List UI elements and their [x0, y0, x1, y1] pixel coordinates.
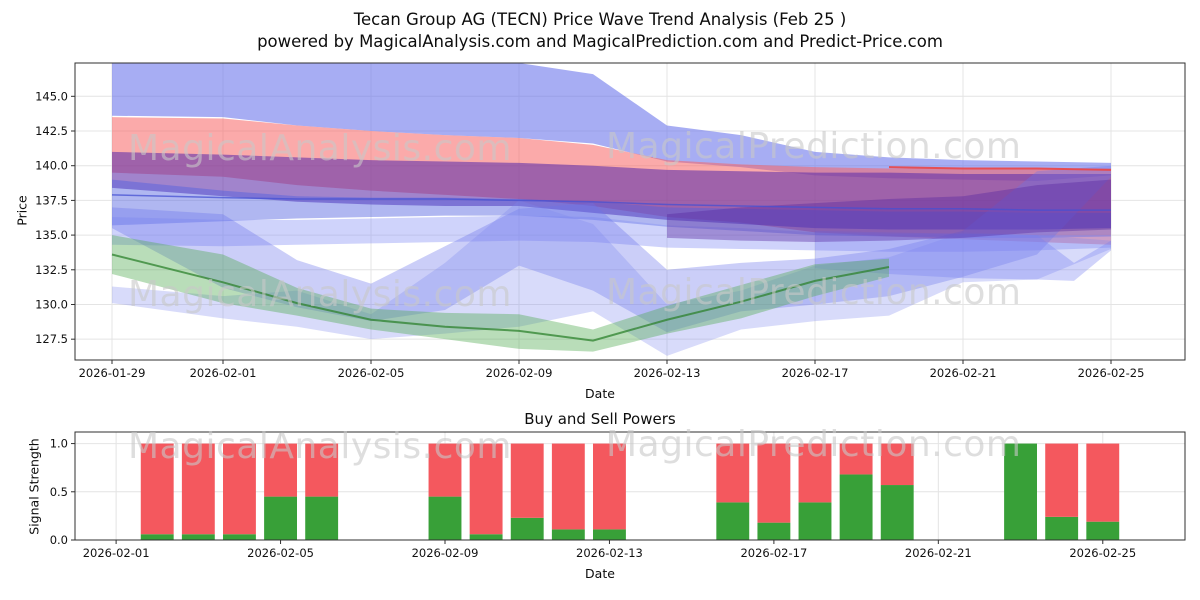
svg-text:0.0: 0.0 [50, 533, 68, 547]
svg-text:2026-02-09: 2026-02-09 [486, 366, 553, 380]
price-wave-trend-chart: 2026-01-29 2026-02-01 2026-02-05 2026-02-09… [35, 62, 1186, 380]
svg-text:1.0: 1.0 [50, 437, 68, 451]
svg-text:135.0: 135.0 [35, 228, 68, 242]
svg-text:2026-02-25: 2026-02-25 [1069, 546, 1136, 560]
svg-text:2026-02-13: 2026-02-13 [634, 366, 701, 380]
svg-text:2026-02-01: 2026-02-01 [190, 366, 257, 380]
svg-text:2026-01-29: 2026-01-29 [79, 366, 146, 380]
svg-text:2026-02-05: 2026-02-05 [338, 366, 405, 380]
svg-text:2026-02-01: 2026-02-01 [83, 546, 150, 560]
date-axis-label-main: Date [585, 386, 615, 401]
svg-text:2026-02-13: 2026-02-13 [576, 546, 643, 560]
svg-text:2026-02-21: 2026-02-21 [905, 546, 972, 560]
svg-text:142.5: 142.5 [35, 124, 68, 138]
page-title: Tecan Group AG (TECN) Price Wave Trend A… [353, 10, 847, 29]
bar-chart-title: Buy and Sell Powers [524, 410, 676, 428]
buy-sell-powers-chart: 2026-02-01 2026-02-05 2026-02-09 2026-02-13… [50, 431, 1186, 560]
svg-text:2026-02-17: 2026-02-17 [782, 366, 849, 380]
svg-text:145.0: 145.0 [35, 89, 68, 103]
svg-text:2026-02-21: 2026-02-21 [930, 366, 997, 380]
svg-text:140.0: 140.0 [35, 159, 68, 173]
svg-text:2026-02-05: 2026-02-05 [247, 546, 314, 560]
svg-text:2026-02-25: 2026-02-25 [1078, 366, 1145, 380]
page-subtitle: powered by MagicalAnalysis.com and Magic… [257, 32, 943, 51]
svg-text:132.5: 132.5 [35, 263, 68, 277]
svg-text:0.5: 0.5 [50, 485, 68, 499]
svg-text:137.5: 137.5 [35, 193, 68, 207]
svg-text:130.0: 130.0 [35, 297, 68, 311]
date-axis-label-bar: Date [585, 566, 615, 581]
svg-text:127.5: 127.5 [35, 332, 68, 346]
svg-text:2026-02-09: 2026-02-09 [412, 546, 479, 560]
svg-text:2026-02-17: 2026-02-17 [740, 546, 807, 560]
